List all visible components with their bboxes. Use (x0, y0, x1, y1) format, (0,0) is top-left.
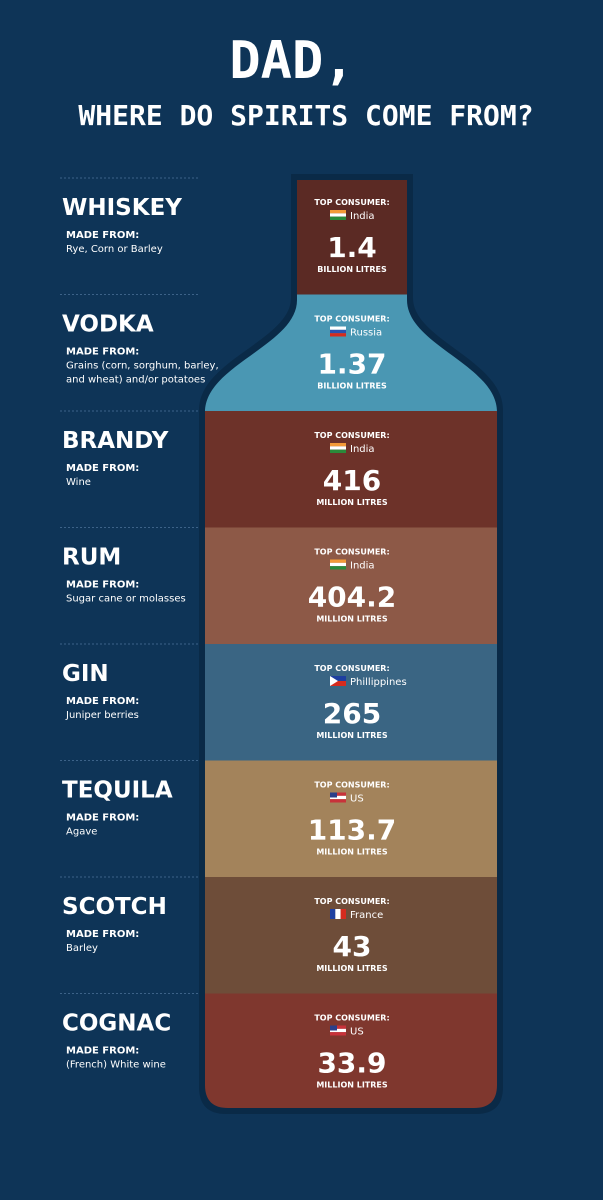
amount: 265 (323, 697, 381, 730)
amount: 33.9 (317, 1047, 386, 1080)
bottle-section (205, 993, 497, 1108)
flag (330, 1028, 346, 1033)
flag (330, 559, 346, 563)
flag (330, 676, 346, 681)
flag (330, 792, 337, 798)
spirit-name: COGNAC (62, 1011, 171, 1037)
flag (330, 216, 346, 220)
amount: 1.4 (327, 231, 377, 264)
flag (330, 210, 346, 214)
spirit-name: SCOTCH (62, 894, 167, 920)
flag (330, 1025, 346, 1029)
flag (330, 1025, 337, 1031)
consumer-label: TOP CONSUMER: (314, 315, 389, 324)
country: India (350, 444, 375, 455)
unit: MILLION LITRES (316, 731, 388, 740)
flag (330, 329, 346, 334)
unit: MILLION LITRES (316, 848, 388, 857)
flag (330, 449, 346, 453)
made-from: Barley (66, 943, 98, 954)
country: Phillippines (350, 677, 407, 688)
flag (340, 909, 346, 919)
bottle-section (205, 644, 497, 762)
made-from: Grains (corn, sorghum, barley, (66, 361, 219, 372)
flag (330, 792, 346, 796)
spirit-name: RUM (62, 545, 121, 571)
consumer-label: TOP CONSUMER: (314, 198, 389, 207)
spirit-name: WHISKEY (62, 195, 182, 221)
flag (330, 799, 346, 803)
made-from-label: MADE FROM: (66, 813, 139, 824)
unit: BILLION LITRES (317, 382, 387, 391)
flag (330, 1032, 346, 1036)
bottle-section (205, 760, 497, 878)
flag (330, 326, 346, 330)
spirit-name: BRANDY (62, 428, 169, 454)
unit: MILLION LITRES (316, 964, 388, 973)
spirit-name: TEQUILA (62, 778, 173, 804)
flag (330, 446, 346, 450)
unit: MILLION LITRES (316, 615, 388, 624)
consumer-label: TOP CONSUMER: (314, 781, 389, 790)
flag (330, 795, 346, 800)
consumer-label: TOP CONSUMER: (314, 1014, 389, 1023)
made-from: Wine (66, 477, 91, 488)
amount: 416 (323, 464, 381, 497)
made-from-label: MADE FROM: (66, 463, 139, 474)
country: India (350, 561, 375, 572)
consumer-label: TOP CONSUMER: (314, 548, 389, 557)
flag (330, 562, 346, 567)
spirit-name: GIN (62, 661, 109, 687)
made-from-label: MADE FROM: (66, 696, 139, 707)
made-from: Juniper berries (65, 710, 139, 721)
subtitle: WHERE DO SPIRITS COME FROM? (78, 99, 533, 132)
amount: 113.7 (308, 814, 397, 847)
flag (330, 333, 346, 337)
bottle-section (205, 411, 497, 529)
flag (330, 676, 338, 686)
unit: MILLION LITRES (316, 498, 388, 507)
made-from-label: MADE FROM: (66, 929, 139, 940)
bottle-section (205, 527, 497, 645)
country: US (350, 794, 364, 805)
country: US (350, 1027, 364, 1038)
made-from: and wheat) and/or potatoes (66, 375, 205, 386)
consumer-label: TOP CONSUMER: (314, 431, 389, 440)
flag (335, 909, 341, 919)
made-from-label: MADE FROM: (66, 230, 139, 241)
made-from-label: MADE FROM: (66, 347, 139, 358)
unit: BILLION LITRES (317, 265, 387, 274)
amount: 404.2 (308, 581, 397, 614)
made-from: Agave (66, 827, 97, 838)
made-from-label: MADE FROM: (66, 580, 139, 591)
title: DAD, (229, 31, 354, 91)
flag (330, 213, 346, 217)
consumer-label: TOP CONSUMER: (314, 897, 389, 906)
flag (330, 566, 346, 570)
flag (330, 909, 336, 919)
country: India (350, 211, 375, 222)
country: Russia (350, 328, 382, 339)
unit: MILLION LITRES (316, 1081, 388, 1090)
spirit-name: VODKA (62, 312, 154, 338)
amount: 1.37 (317, 348, 386, 381)
country: France (350, 910, 383, 921)
made-from: Sugar cane or molasses (66, 594, 186, 605)
consumer-label: TOP CONSUMER: (314, 664, 389, 673)
amount: 43 (333, 930, 372, 963)
flag (330, 681, 346, 686)
bottle-section (205, 877, 497, 995)
made-from-label: MADE FROM: (66, 1046, 139, 1057)
made-from: (French) White wine (66, 1060, 166, 1071)
flag (330, 443, 346, 447)
made-from: Rye, Corn or Barley (66, 244, 163, 255)
